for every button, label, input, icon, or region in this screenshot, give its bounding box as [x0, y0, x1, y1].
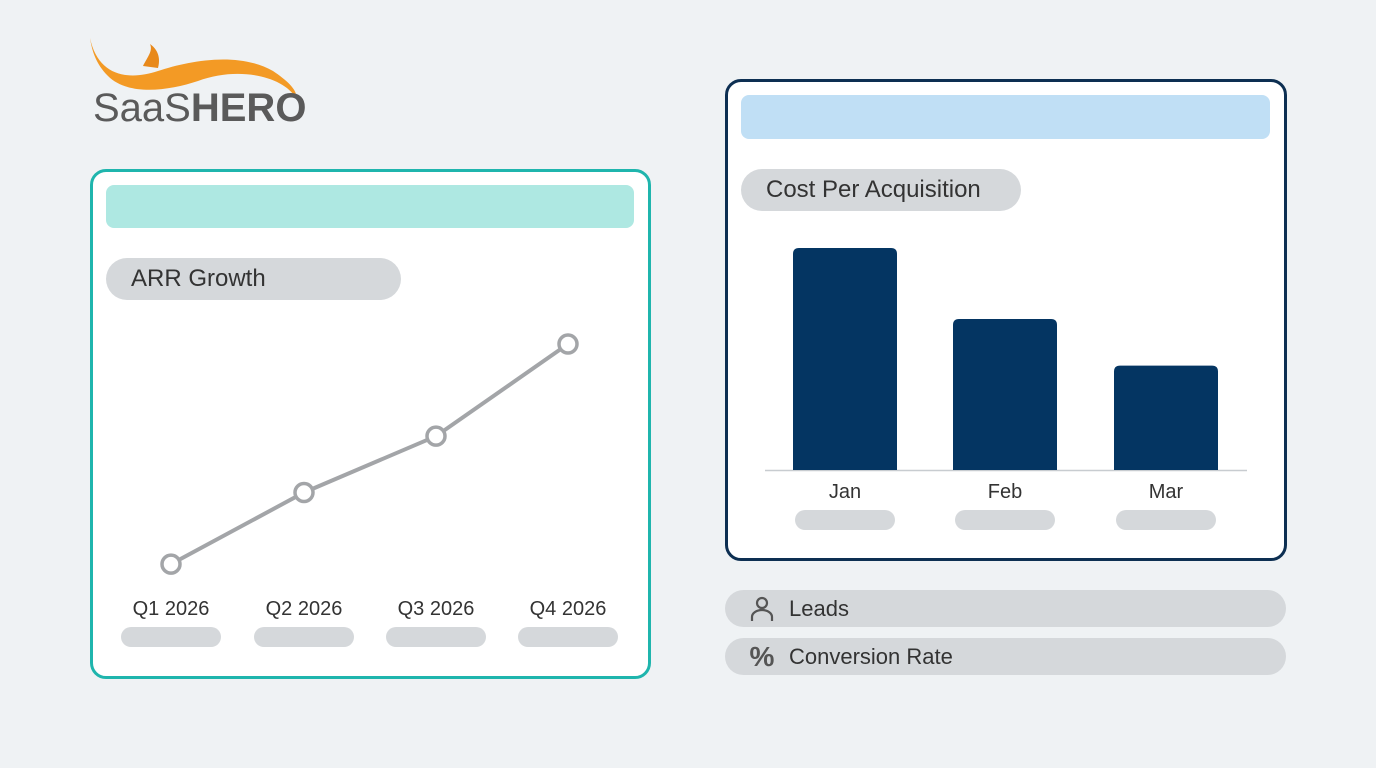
cpa-bar — [793, 248, 897, 470]
arr-card-header — [106, 185, 634, 228]
arr-growth-title: ARR Growth — [106, 258, 401, 300]
arr-point — [160, 553, 182, 575]
placeholder-pill — [254, 627, 354, 647]
arr-point — [557, 333, 579, 355]
logo: SaaSHERO — [88, 36, 308, 131]
placeholder-pill — [121, 627, 221, 647]
arr-growth-card — [90, 169, 651, 679]
arr-point — [293, 481, 315, 504]
cpa-bar — [1114, 365, 1218, 470]
placeholder-pill — [518, 627, 618, 647]
placeholder-pill — [386, 627, 486, 647]
x-tick-label: Feb — [987, 481, 1023, 503]
metric-label: Leads — [789, 595, 849, 621]
logo-text-bold: HERO — [190, 86, 307, 130]
cpa-card-header — [741, 95, 1270, 139]
arr-point — [425, 425, 447, 447]
person-icon — [747, 596, 777, 622]
logo-text: Saa — [93, 86, 165, 130]
cpa-bar — [953, 319, 1057, 470]
x-tick-label: Q4 2026 — [529, 598, 607, 620]
x-tick-label: Q1 2026 — [132, 598, 210, 620]
logo-swoosh-icon — [90, 38, 297, 98]
placeholder-pill — [1116, 510, 1216, 530]
x-tick-label: Mar — [1148, 481, 1184, 503]
cpa-title: Cost Per Acquisition — [741, 169, 1021, 211]
placeholder-pill — [795, 510, 895, 530]
x-tick-label: Jan — [828, 481, 862, 503]
percent-icon: % — [749, 640, 775, 672]
x-tick-label: Q3 2026 — [397, 598, 475, 620]
metric-label: Conversion Rate — [789, 643, 953, 669]
logo-text-s: S — [164, 86, 191, 130]
placeholder-pill — [955, 510, 1055, 530]
metric-leads[interactable]: Leads — [725, 590, 1286, 627]
arr-line — [170, 342, 570, 566]
metric-conversion-rate[interactable]: % Conversion Rate — [725, 638, 1286, 675]
x-tick-label: Q2 2026 — [265, 598, 343, 620]
